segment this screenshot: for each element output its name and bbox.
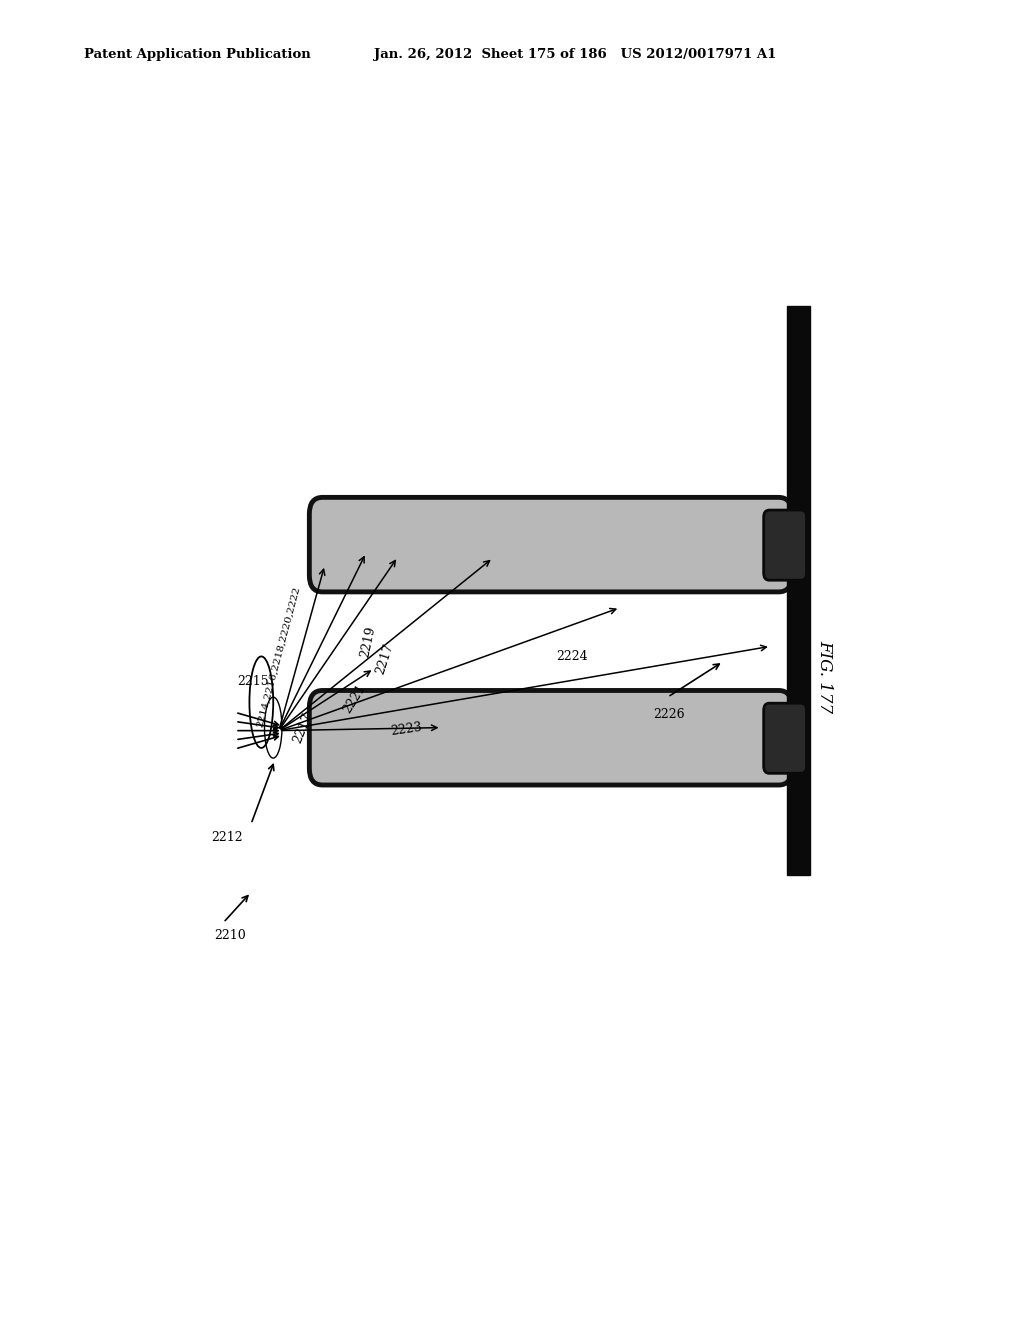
Bar bbox=[786, 306, 811, 875]
Text: 2217: 2217 bbox=[374, 642, 396, 676]
Text: 2226: 2226 bbox=[653, 708, 685, 721]
Text: 2224: 2224 bbox=[557, 649, 588, 663]
Text: 2223: 2223 bbox=[390, 721, 423, 738]
FancyBboxPatch shape bbox=[764, 510, 807, 581]
FancyBboxPatch shape bbox=[764, 704, 807, 774]
Text: 2212: 2212 bbox=[211, 830, 243, 843]
Text: 2221: 2221 bbox=[341, 682, 369, 715]
FancyBboxPatch shape bbox=[309, 690, 792, 785]
Text: Jan. 26, 2012  Sheet 175 of 186   US 2012/0017971 A1: Jan. 26, 2012 Sheet 175 of 186 US 2012/0… bbox=[374, 48, 776, 61]
Text: 2219: 2219 bbox=[358, 626, 378, 659]
Text: 2215: 2215 bbox=[238, 676, 269, 688]
Text: 2214,2216,2218,2220,2222: 2214,2216,2218,2220,2222 bbox=[255, 585, 301, 727]
Text: FIG. 177: FIG. 177 bbox=[816, 640, 834, 713]
Text: Patent Application Publication: Patent Application Publication bbox=[84, 48, 310, 61]
FancyBboxPatch shape bbox=[309, 498, 792, 591]
Text: 2217: 2217 bbox=[291, 710, 314, 744]
Text: 2210: 2210 bbox=[214, 929, 246, 942]
